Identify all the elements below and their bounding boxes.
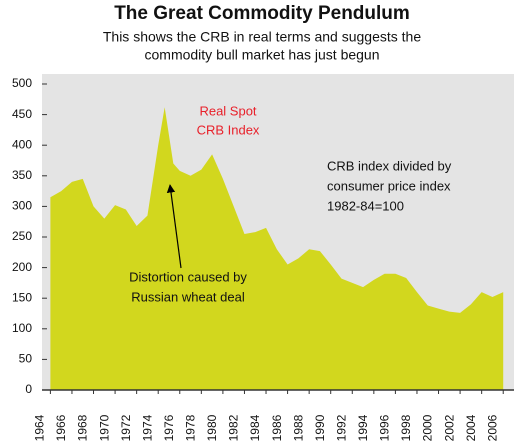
x-tick-label: 1984 — [248, 414, 262, 441]
y-tick-label: 150 — [12, 290, 32, 304]
y-tick-label: 200 — [12, 260, 32, 274]
subtitle: commodity bull market has just begun — [145, 47, 380, 63]
annotation: Real Spot — [199, 103, 256, 118]
y-tick-label: 400 — [12, 137, 32, 151]
y-tick-label: 300 — [12, 199, 32, 213]
x-tick-label: 1974 — [140, 414, 154, 441]
x-tick-label: 2002 — [442, 414, 456, 441]
x-tick-label: 1976 — [162, 414, 176, 441]
arrow — [166, 184, 182, 269]
x-tick-label: 2004 — [464, 414, 478, 441]
y-tick-label: 450 — [12, 107, 32, 121]
annotation: consumer price index — [327, 178, 451, 193]
x-tick-label: 2006 — [485, 414, 499, 441]
x-tick-label: 1996 — [378, 414, 392, 441]
x-tick-label: 1992 — [334, 414, 348, 441]
area — [50, 107, 504, 391]
annotation: Russian wheat deal — [131, 289, 245, 304]
annotation: CRB Index — [197, 122, 260, 137]
x-tick-label: 1964 — [33, 414, 47, 441]
x-tick-label: 1982 — [227, 414, 241, 441]
x-tick-label: 1994 — [356, 414, 370, 441]
y-tick-label: 350 — [12, 168, 32, 182]
x-tick-label: 1970 — [97, 414, 111, 441]
subtitle: This shows the CRB in real terms and sug… — [103, 29, 421, 45]
annotation: Distortion caused by — [129, 269, 247, 284]
y-tick-label: 250 — [12, 229, 32, 243]
y-tick-label: 0 — [25, 382, 32, 396]
x-tick-label: 1990 — [313, 414, 327, 441]
x-tick-label: 1986 — [270, 414, 284, 441]
x-tick-label: 1966 — [54, 414, 68, 441]
annotation: 1982-84=100 — [327, 198, 404, 213]
x-tick-label: 2000 — [421, 414, 435, 441]
y-tick-label: 50 — [19, 352, 33, 366]
y-tick-label: 500 — [12, 76, 32, 90]
x-tick-label: 1978 — [184, 414, 198, 441]
x-tick-label: 1972 — [119, 414, 133, 441]
x-tick-label: 1980 — [205, 414, 219, 441]
x-tick-label: 1968 — [76, 414, 90, 441]
y-tick-label: 100 — [12, 321, 32, 335]
x-tick-label: 1998 — [399, 414, 413, 441]
annotation: CRB index divided by — [327, 158, 452, 173]
x-tick-label: 1988 — [291, 414, 305, 441]
chart-title: The Great Commodity Pendulum — [114, 3, 410, 24]
